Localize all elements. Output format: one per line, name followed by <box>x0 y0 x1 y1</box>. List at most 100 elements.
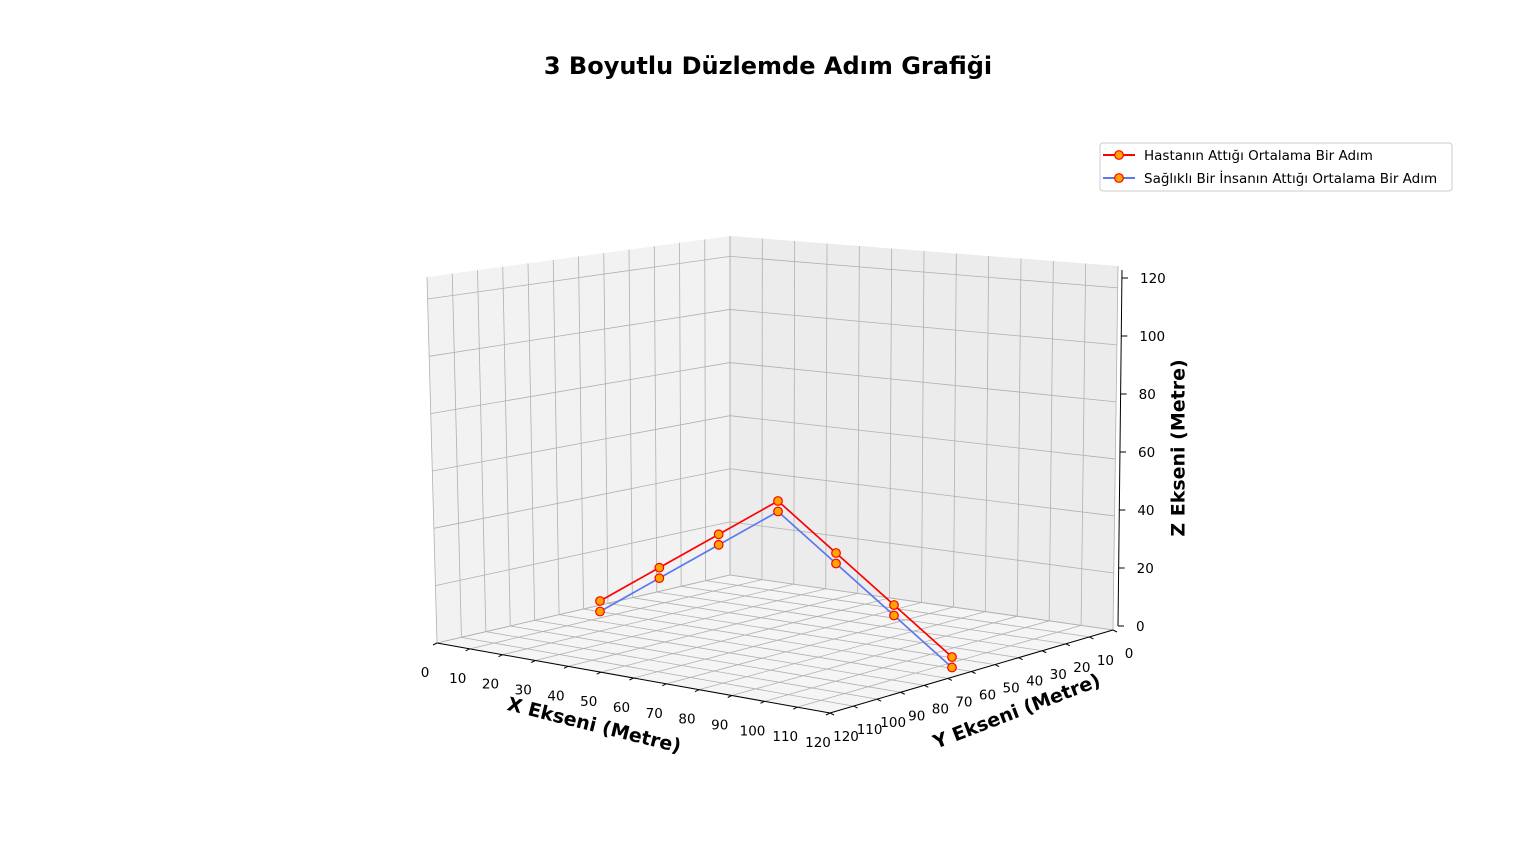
y-tick-mark <box>853 705 858 709</box>
y-tick-mark <box>1112 629 1118 633</box>
y-tick-label: 80 <box>932 701 949 717</box>
series-1-point-5 <box>889 610 899 621</box>
series-1-point-0 <box>595 606 605 617</box>
y-tick-label: 100 <box>880 715 906 731</box>
x-tick-label: 90 <box>711 718 728 734</box>
y-tick-mark <box>1042 650 1047 654</box>
x-tick-mark <box>629 677 634 681</box>
x-tick-mark <box>596 671 601 675</box>
grid-line-right-wall-vertical <box>857 245 860 594</box>
x-tick-mark <box>662 683 667 687</box>
y-tick-label: 30 <box>1050 667 1067 683</box>
grid-line-left-wall-vertical <box>426 276 438 644</box>
grid-line-right-wall-horizontal <box>729 309 1117 346</box>
x-tick-mark <box>694 689 700 693</box>
x-tick-mark <box>531 660 536 663</box>
z-tick-label: 100 <box>1139 329 1165 345</box>
grid-line-right-wall-vertical <box>1080 263 1087 626</box>
grid-line-left-wall-vertical <box>552 259 560 615</box>
y-tick-mark <box>1018 657 1023 661</box>
x-tick-label: 50 <box>580 694 597 710</box>
y-tick-mark <box>947 677 953 681</box>
x-tick-label: 120 <box>805 735 831 751</box>
grid-line-left-wall-horizontal <box>436 574 731 644</box>
x-tick-label: 10 <box>449 671 466 687</box>
grid-line-left-wall-horizontal <box>430 362 731 415</box>
grid-line-right-wall-vertical <box>1016 258 1022 617</box>
data-series <box>595 496 957 673</box>
legend-label-hasta: Hastanın Attığı Ortalama Bir Adım <box>1144 148 1373 164</box>
y-tick-label: 40 <box>1026 674 1043 690</box>
legend-marker-hasta <box>1114 150 1124 160</box>
x-tick-mark <box>563 665 569 669</box>
y-tick-label: 60 <box>979 688 996 704</box>
series-0-point-4 <box>831 548 841 558</box>
series-1-point-4 <box>831 558 841 569</box>
grid-line-right-wall-vertical <box>1048 260 1054 621</box>
legend-label-saglikli: Sağlıklı Bir İnsanın Attığı Ortalama Bir… <box>1144 169 1437 187</box>
grid-line-left-wall-vertical <box>502 266 511 627</box>
series-1-point-6 <box>947 662 957 673</box>
y-tick-mark <box>994 664 1000 668</box>
x-tick-mark <box>793 706 798 710</box>
x-tick-label: 20 <box>482 677 499 693</box>
y-tick-mark <box>971 671 976 674</box>
grid-line-left-wall-vertical <box>653 246 658 593</box>
x-tick-label: 100 <box>740 723 766 739</box>
y-tick-label: 10 <box>1097 653 1114 669</box>
x-tick-mark <box>465 648 470 652</box>
y-tick-label: 0 <box>1125 646 1134 662</box>
x-tick-mark <box>760 700 765 704</box>
series-1 <box>595 506 957 673</box>
x-tick-label: 30 <box>515 683 532 699</box>
chart-title: 3 Boyutlu Düzlemde Adım Grafiği <box>544 52 992 80</box>
z-tick-label: 120 <box>1140 271 1166 287</box>
grid-line-right-wall-vertical <box>825 243 828 589</box>
y-tick-mark <box>876 698 882 702</box>
series-0-point-3 <box>773 496 783 506</box>
z-axis-label: Z Ekseni (Metre) <box>1168 359 1190 536</box>
z-tick-label: 60 <box>1138 445 1155 461</box>
axis-ticks: 0 10 20 30 40 50 60 70 80 90 100 110 120010203040506… <box>421 271 1166 751</box>
grid-line-left-wall-vertical <box>451 273 462 638</box>
grid-line-right-wall-vertical <box>921 250 925 603</box>
legend-box <box>1099 142 1453 192</box>
grid-line-right-wall-horizontal <box>729 574 1114 631</box>
y-tick-mark <box>1065 643 1071 647</box>
x-tick-label: 110 <box>772 729 798 745</box>
grid-line-right-wall-horizontal <box>729 415 1116 460</box>
z-tick-label: 0 <box>1136 619 1145 635</box>
grid-line-left-wall-vertical <box>704 239 706 581</box>
grid-line-right-wall-horizontal <box>729 362 1117 403</box>
grid-line-right-wall-horizontal <box>729 468 1115 517</box>
grid-line-right-wall-vertical <box>984 255 990 612</box>
grid-line-left-wall-horizontal <box>432 415 731 472</box>
grid-line-right-wall-vertical <box>953 253 957 608</box>
series-0-point-0 <box>595 596 605 606</box>
y-tick-label: 90 <box>908 708 925 724</box>
x-tick-mark <box>825 712 831 716</box>
series-0-point-6 <box>947 652 957 662</box>
z-tick-label: 40 <box>1137 503 1154 519</box>
y-tick-label: 70 <box>955 694 972 710</box>
series-1-point-3 <box>773 506 783 517</box>
grid-line-left-wall-horizontal <box>435 521 731 587</box>
series-0-point-2 <box>713 529 724 540</box>
y-tick-label: 120 <box>833 729 859 745</box>
series-0 <box>595 496 957 662</box>
z-tick-label: 80 <box>1139 387 1156 403</box>
grid-line-floor-a <box>461 636 854 707</box>
y-tick-label: 110 <box>857 722 883 738</box>
series-1-point-2 <box>713 539 724 550</box>
series-1-point-1 <box>654 573 665 584</box>
x-tick-label: 0 <box>421 665 430 681</box>
y-tick-mark <box>924 684 929 688</box>
grid-line-floor-b <box>764 620 1050 702</box>
grid-line-left-wall-vertical <box>679 242 682 587</box>
grid-line-right-wall-horizontal <box>729 521 1114 574</box>
z-tick-label: 20 <box>1137 561 1154 577</box>
grid-line-floor-b <box>797 625 1082 708</box>
legend: Hastanın Attığı Ortalama Bir Adım Sağlık… <box>1099 142 1453 192</box>
legend-marker-saglikli <box>1114 173 1124 183</box>
